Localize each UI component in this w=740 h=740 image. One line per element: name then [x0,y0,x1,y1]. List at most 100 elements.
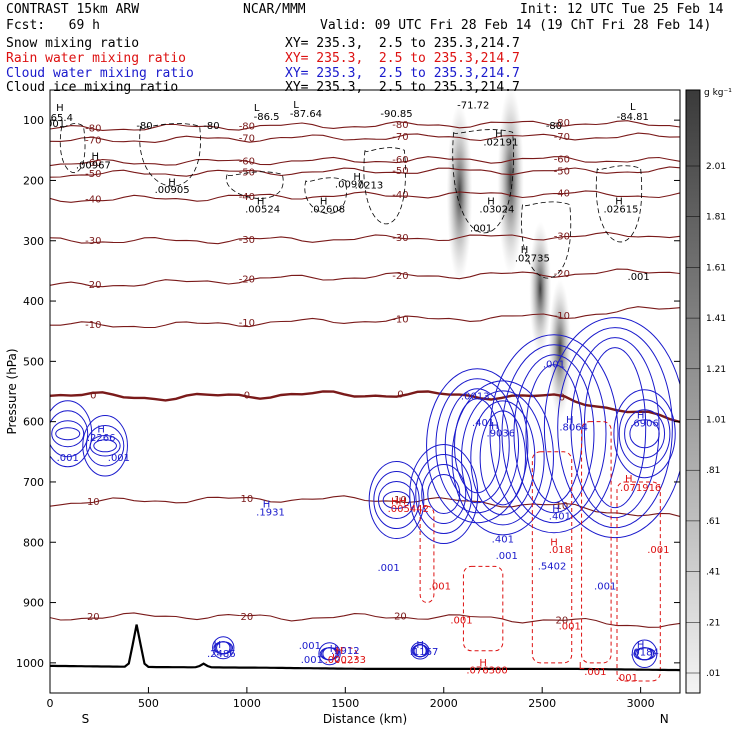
contour-label: .2266 [87,433,116,444]
isotherm-label: -30 [392,233,408,244]
contour-label: .001 [647,545,669,556]
cloud-water-contour-5 [479,410,526,506]
isotherm-label: -20 [554,269,570,280]
cloud-water-contour-2 [373,471,420,530]
isotherm-label: 0 [244,391,250,402]
contour-label: -71.72 [457,101,489,112]
cloud-water-contour-3 [415,454,473,535]
colorbar-label: 1.81 [706,213,726,223]
contour-label: H [353,172,361,183]
isotherm-label: -60 [554,154,570,165]
rain-water-contour-1 [462,565,504,652]
contour-label: H [416,640,424,651]
contour-label: .001 [43,119,65,130]
contour-label: H [168,177,176,188]
cloud-water-contour-6 [489,334,619,534]
isotherm-label: -70 [392,132,408,143]
cloud-water-contour-5 [460,390,545,526]
contour-label: .000233 [325,655,366,666]
x-axis-title: Distance (km) [323,712,407,726]
x-tick-label: 2000 [430,697,458,710]
cloud-water-contour-12 [631,639,658,669]
center-name: NCAR/MMM [243,2,306,17]
contour-label: -87.64 [290,109,322,120]
cloud-water-contour-0 [50,400,93,468]
contour-label: .00524 [245,204,280,215]
isotherm-label: -50 [85,169,101,180]
contour-label: -84.81 [617,112,649,123]
forecast-hour: Fcst: 69 h [6,18,100,33]
cloud-water-contour-1 [85,425,125,467]
contour-label: H [552,504,560,515]
isotherm-label: 20 [556,616,569,627]
snow-maximum-0 [446,102,473,283]
cloud-water-contour-9 [216,641,231,655]
cloud-water-contour-7 [557,327,673,529]
cloud-water-contour-6 [525,364,583,504]
y-tick-label: 900 [23,597,44,610]
contour-label: .02735 [515,253,550,264]
isotherm-label: -80 [239,122,255,133]
contour-label: H [487,197,495,208]
isotherm-label: -10 [392,315,408,326]
contour-label: .001 [108,453,130,464]
contour-label: .401 [472,418,494,429]
cloud-water-contour-2 [368,461,425,540]
isotherm-label: -80 [85,124,101,135]
valid-time: Valid: 09 UTC Fri 28 Feb 14 (19 ChT Fri … [320,18,712,33]
cloud-water-contour-layer [50,317,680,669]
contour-label: .001 [594,581,616,592]
cloud-ice-contour-2 [225,171,284,199]
isotherm-label: -10 [239,318,255,329]
x-tick-label: 2500 [528,697,556,710]
contour-label: H [637,411,645,422]
contour-label: H [637,640,645,651]
isotherm-label: 0 [90,391,96,402]
contour-label: H [97,425,105,436]
colorbar-ramp [685,89,701,694]
contour-label: H [330,644,338,655]
rain-water-contour-layer [333,421,661,682]
contour-label: .3912 [331,646,360,657]
contour-label-layer: H65.4.001 -80 -80L-86.5 -87.64L-90.85-71.72… [43,100,669,684]
y-tick-label: 600 [23,416,44,429]
rain-water-contour-5 [333,647,358,664]
contour-label: .8064 [559,423,588,434]
cloud-water-contour-0 [50,410,89,458]
cloud-water-contour-6 [501,344,607,524]
contour-label: .001 [450,616,472,627]
cloud-water-contour-7 [543,317,680,539]
contour-label: .00967 [76,160,111,171]
isotherm-label: -10 [85,320,101,331]
x-tick-label: 3000 [627,697,655,710]
y-tick-label: 400 [23,295,44,308]
contour-label: H [491,421,499,432]
isotherm-label: 10 [394,495,407,506]
cloud-water-contour-12 [636,647,653,661]
cloud-water-contour-8 [618,399,671,469]
contour-label: L [293,100,299,111]
contour-label: .0184 [630,648,659,659]
contour-label: H [320,197,328,208]
x-tick-label: 1500 [331,697,359,710]
cloud-water-contour-4 [426,368,529,524]
contour-label: L [630,102,636,113]
colorbar-label: 1.01 [706,416,726,426]
contour-label: H [615,197,623,208]
isotherm-label: 0 [397,390,403,401]
contour-label: .0097 [335,180,364,191]
isotherm--50 [50,166,680,178]
cloud-ice-contour-1 [139,123,201,187]
init-time: Init: 12 UTC Tue 25 Feb 14 [520,2,724,17]
rain-water-contour-0 [419,505,435,604]
terrain-surface-layer [50,624,680,672]
contour-label: .401 [492,534,514,545]
cloud-water-contour-0 [51,420,85,448]
cloud-water-contour-10 [318,642,341,666]
contour-label: .1931 [256,508,285,519]
isotherm-10 [50,495,680,518]
contour-label: .001 [628,272,650,283]
contour-label: .5402 [538,561,567,572]
isotherm-label: 10 [556,501,569,512]
